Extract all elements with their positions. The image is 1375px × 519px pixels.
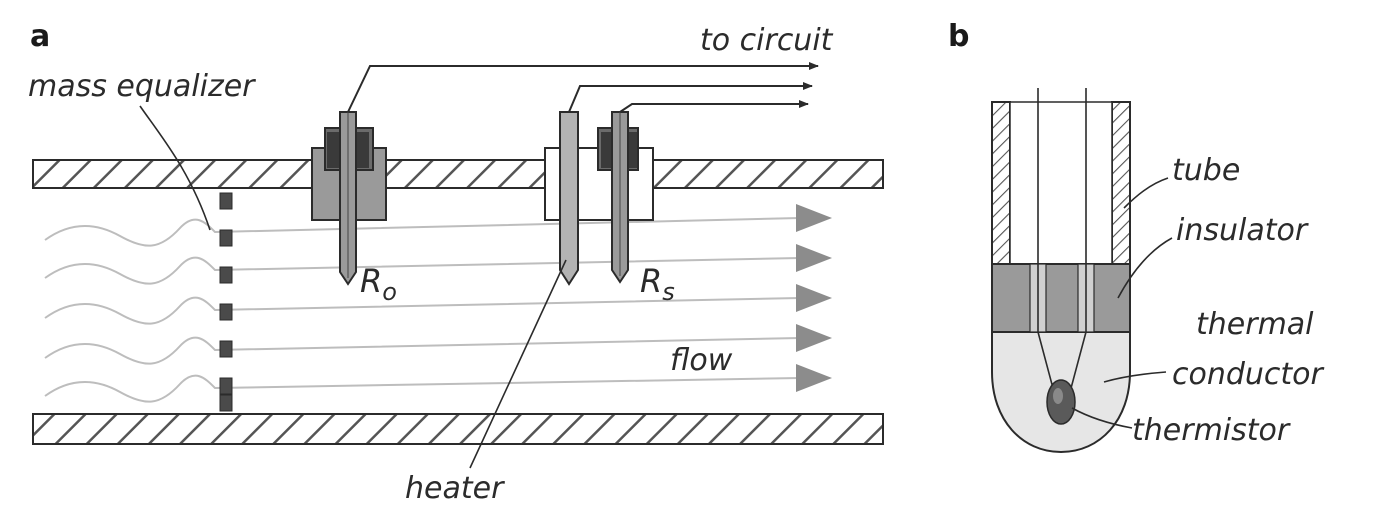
flow-line [44,374,801,403]
flow-line [44,217,801,247]
mass-equalizer-grid [219,192,233,412]
tube-wall-left [991,101,1011,265]
heater-leader [469,259,567,469]
flow-arrowheads [796,204,832,392]
label-flow: flow [670,343,733,378]
label-ro: Ro [360,262,397,306]
flow-line [44,296,801,325]
flow-lines [44,217,801,403]
label-conductor: conductor [1172,357,1325,392]
rs-letter: R [640,262,662,300]
pipe-interior [33,188,883,414]
flow-arrowhead [796,244,832,272]
mass-equalizer-leader [139,105,211,231]
ro-subscript: o [382,278,397,306]
pipe-top-wall [32,159,884,189]
flow-line [44,336,801,365]
ro-mount-dark [327,132,339,168]
thermistor-leads [1037,88,1087,393]
flow-arrowhead [796,364,832,392]
label-to-circuit: to circuit [700,23,834,58]
panel-b-letter: b [948,19,969,54]
tube-leader [1123,177,1169,209]
heater-probe [559,111,579,286]
panel-b: b tube insulator thermal conductor [948,19,1325,454]
ro-letter: R [360,262,382,300]
label-thermal: thermal [1196,307,1314,342]
thermal-conductor-leader [1103,371,1167,383]
insulator-leader [1117,237,1173,299]
label-thermistor: thermistor [1132,413,1291,448]
panel-b-leaders [1071,177,1173,429]
wire-rs [619,100,809,113]
pipe-bottom-wall [32,413,884,445]
panel-a-letter: a [30,19,50,54]
flow-arrowhead [796,204,832,232]
label-insulator: insulator [1176,213,1309,248]
ro-mount-dark [357,132,369,168]
thermistor-leader [1071,407,1133,429]
label-tube: tube [1172,153,1240,188]
flow-line [44,256,801,285]
rs-mount-dark [601,132,611,168]
rs-mount-dark [627,132,637,168]
sensor-rs-assembly [544,111,654,286]
wire-heater [568,82,813,113]
flow-arrowhead [796,284,832,312]
label-heater: heater [405,471,505,506]
sensor-ro-assembly [311,111,387,286]
panel-a: a [28,19,884,506]
insulator-band [991,263,1131,333]
label-mass-equalizer: mass equalizer [28,69,256,104]
rs-subscript: s [662,278,675,306]
label-rs: Rs [640,262,675,306]
tube-inner [1009,101,1113,265]
tube-wall-right [1111,101,1131,265]
flow-arrowhead [796,324,832,352]
circuit-wires [347,62,819,113]
wire-ro [347,62,819,113]
